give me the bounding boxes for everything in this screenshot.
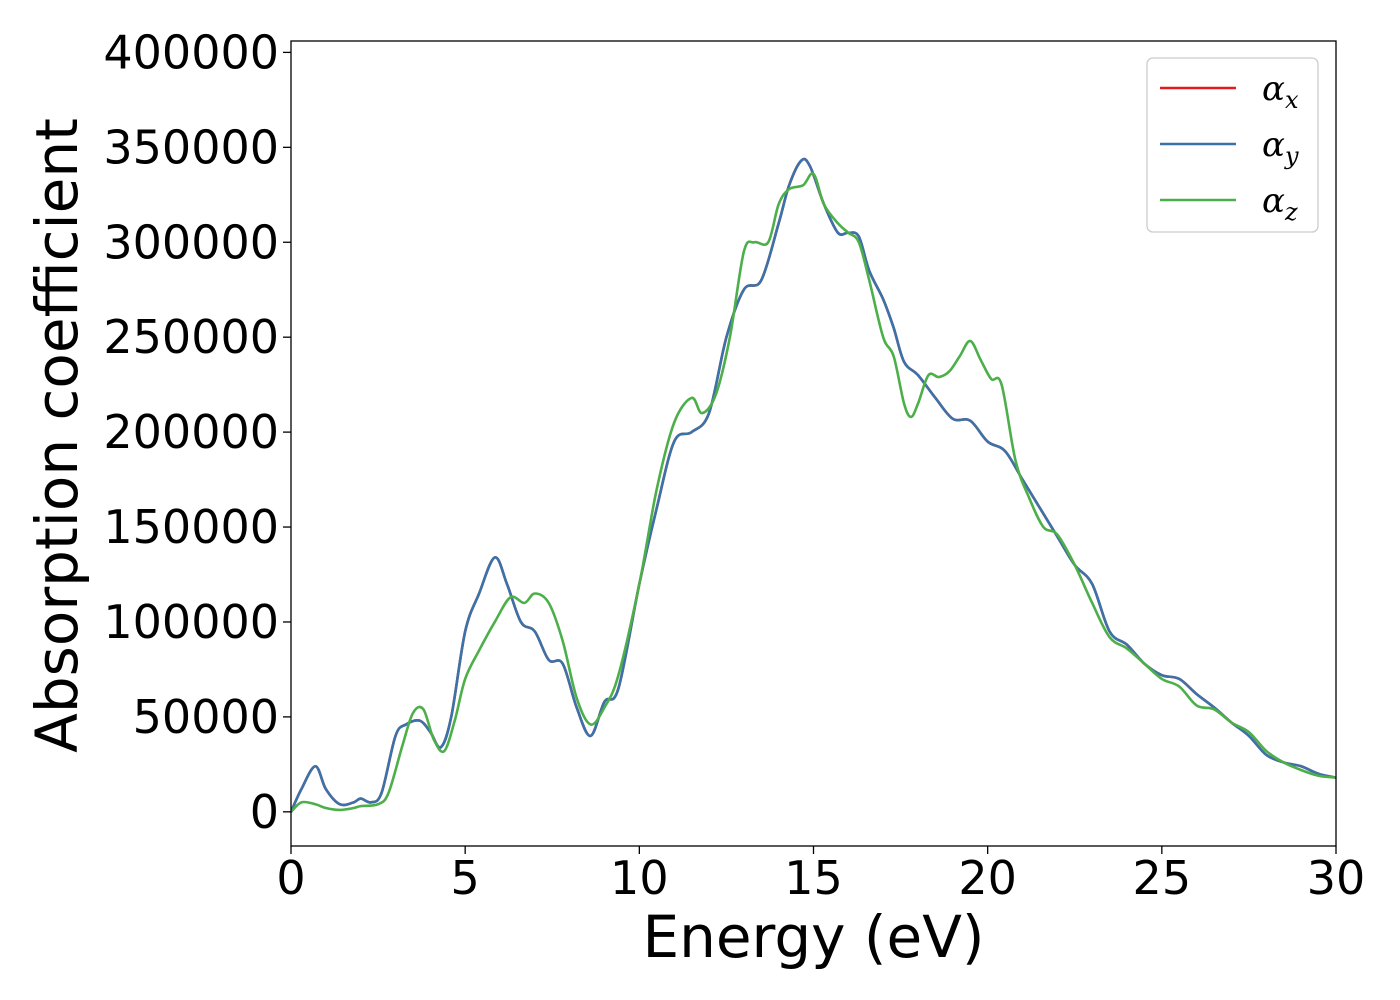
series-lines bbox=[291, 157, 1336, 814]
y-tick-label: 250000 bbox=[103, 310, 279, 364]
y-tick-label: 100000 bbox=[103, 595, 279, 649]
legend-label-x: αx bbox=[1262, 69, 1299, 114]
x-tick-label: 30 bbox=[1307, 851, 1366, 905]
y-tick-label: 50000 bbox=[133, 690, 279, 744]
series-line-y bbox=[291, 157, 1336, 814]
legend-label-y: αy bbox=[1262, 125, 1299, 170]
x-tick-label: 10 bbox=[610, 851, 669, 905]
legend: αx αy αz bbox=[1146, 57, 1319, 233]
legend-label-z: αz bbox=[1262, 181, 1298, 226]
plot-frame bbox=[290, 40, 1337, 847]
series-line-z bbox=[291, 172, 1336, 814]
y-tick-label: 350000 bbox=[103, 120, 279, 174]
x-tick-label: 0 bbox=[276, 851, 305, 905]
x-tick-label: 5 bbox=[451, 851, 480, 905]
x-tick-label: 25 bbox=[1133, 851, 1192, 905]
x-tick-label: 15 bbox=[784, 851, 843, 905]
y-tick-label: 200000 bbox=[103, 405, 279, 459]
y-axis-title: Absorption coefficient bbox=[23, 118, 91, 753]
y-tick-label: 150000 bbox=[103, 500, 279, 554]
x-tick-label: 20 bbox=[958, 851, 1017, 905]
y-tick-label: 300000 bbox=[103, 215, 279, 269]
axes: 0 5 10 15 20 25 30 0 50000 100000 150000 200000 2500… bbox=[103, 25, 1365, 905]
y-tick-label: 400000 bbox=[103, 25, 279, 79]
series-line-x bbox=[291, 157, 1336, 814]
x-axis-title: Energy (eV) bbox=[642, 903, 984, 971]
y-tick-label: 0 bbox=[250, 785, 279, 839]
